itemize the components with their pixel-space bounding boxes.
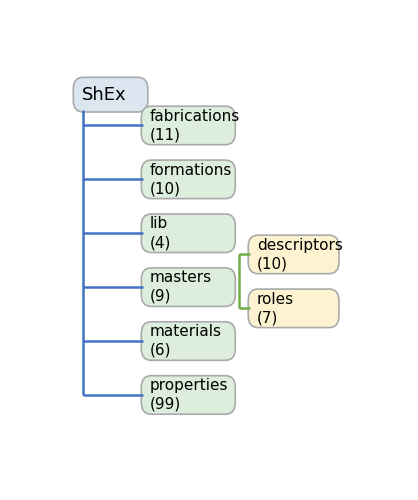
FancyBboxPatch shape xyxy=(248,289,339,328)
Text: roles
(7): roles (7) xyxy=(257,292,294,325)
Text: masters
(9): masters (9) xyxy=(150,270,212,304)
Text: ShEx: ShEx xyxy=(82,86,127,103)
Text: formations
(10): formations (10) xyxy=(150,162,232,196)
FancyBboxPatch shape xyxy=(141,214,235,252)
Text: properties
(99): properties (99) xyxy=(150,378,229,412)
FancyBboxPatch shape xyxy=(73,78,148,112)
FancyBboxPatch shape xyxy=(141,160,235,198)
FancyBboxPatch shape xyxy=(248,235,339,274)
Text: lib
(4): lib (4) xyxy=(150,216,171,250)
Text: materials
(6): materials (6) xyxy=(150,324,222,358)
FancyBboxPatch shape xyxy=(141,106,235,144)
FancyBboxPatch shape xyxy=(141,322,235,360)
FancyBboxPatch shape xyxy=(141,268,235,306)
Text: descriptors
(10): descriptors (10) xyxy=(257,238,343,271)
Text: fabrications
(11): fabrications (11) xyxy=(150,108,240,142)
FancyBboxPatch shape xyxy=(141,376,235,414)
